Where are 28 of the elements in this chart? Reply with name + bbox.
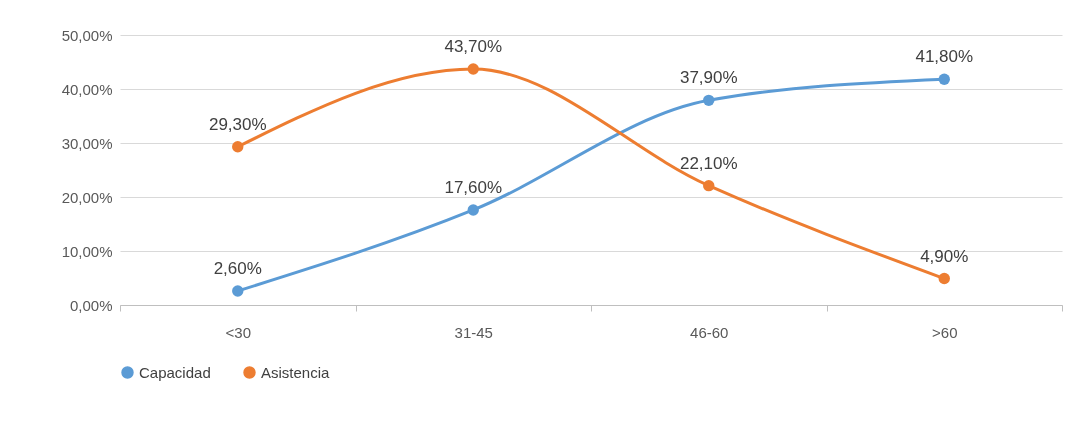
data-label: 43,70%: [444, 37, 503, 57]
y-tick-label: 10,00%: [61, 242, 113, 260]
point: [232, 285, 244, 297]
point: [703, 179, 715, 192]
y-tick-label: 0,00%: [69, 296, 113, 314]
legend-label: Capacidad: [139, 363, 211, 381]
x-tick-label: 31-45: [454, 323, 493, 341]
point: [938, 272, 950, 285]
data-label: 41,80%: [915, 47, 974, 67]
point: [938, 73, 950, 85]
x-tick-label: <30: [225, 323, 251, 341]
data-label: 17,60%: [444, 177, 503, 197]
data-label: 29,30%: [208, 114, 267, 134]
point: [467, 63, 479, 75]
point: [703, 94, 715, 107]
data-label: 4,90%: [920, 246, 969, 266]
x-tick-label: 46-60: [690, 323, 729, 341]
y-tick-label: 30,00%: [61, 134, 113, 152]
point: [467, 204, 479, 216]
x-tick-label: >60: [932, 323, 958, 341]
y-tick-label: 20,00%: [61, 188, 113, 206]
data-label: 37,90%: [679, 68, 738, 88]
y-tick-label: 50,00%: [61, 26, 113, 44]
y-tick-label: 40,00%: [61, 80, 113, 98]
data-label: 2,60%: [213, 258, 262, 278]
data-label: 22,10%: [679, 153, 738, 173]
legend-label: Asistencia: [261, 363, 331, 381]
point: [232, 141, 244, 153]
